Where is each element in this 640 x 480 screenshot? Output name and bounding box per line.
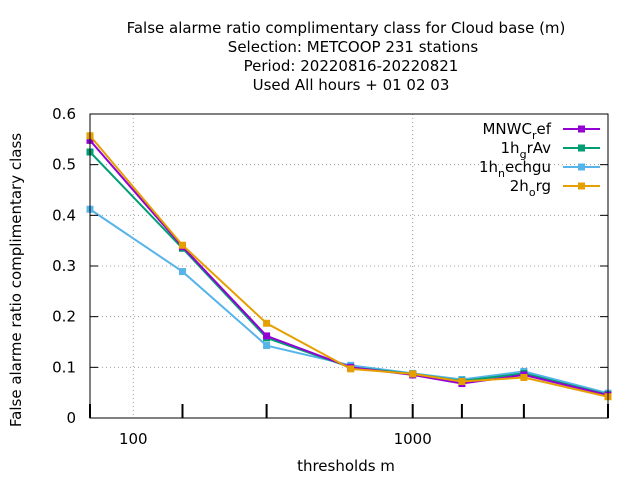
title-line-1: False alarme ratio complimentary class f… [127, 19, 566, 37]
y-tick-label: 0.3 [52, 257, 76, 275]
legend-label: 2horg [510, 177, 551, 199]
series-layer [86, 132, 612, 401]
data-point [263, 319, 271, 327]
data-point [263, 332, 271, 340]
series-line [89, 208, 609, 395]
title-line-3: Period: 20220816-20220821 [244, 57, 459, 75]
y-tick-label: 0.6 [52, 105, 76, 123]
axis-ticks [89, 113, 609, 419]
series-line [89, 135, 609, 398]
series-line [89, 139, 609, 397]
y-tick-label: 0.2 [52, 308, 76, 326]
y-tick-label: 0.4 [52, 206, 76, 224]
legend-label: 1hnechgu [479, 158, 551, 180]
data-point [347, 365, 355, 373]
title-line-4: Used All hours + 01 02 03 [253, 76, 450, 94]
y-axis-label: False alarme ratio complimentary class [7, 133, 25, 427]
legend-label: MNWCref [482, 120, 551, 142]
chart-title: False alarme ratio complimentary class f… [127, 19, 566, 94]
data-point [178, 268, 186, 276]
legend-label: 1hgrAv [501, 139, 552, 161]
grid-lines [90, 114, 608, 418]
data-point [263, 342, 271, 350]
x-tick-label: 1000 [394, 430, 432, 448]
legend-swatch-marker [578, 144, 585, 152]
legend-swatch-marker [578, 182, 585, 190]
title-line-2: Selection: METCOOP 231 stations [228, 38, 479, 56]
tick-labels: 0 0.1 0.2 0.3 0.4 0.5 0.6 100 1000 [52, 105, 432, 448]
x-axis-label: thresholds m [297, 457, 395, 475]
data-point [409, 370, 417, 378]
data-point [520, 373, 528, 381]
x-tick-label: 100 [119, 430, 148, 448]
legend-swatch-marker [578, 125, 585, 133]
y-tick-label: 0 [66, 409, 76, 427]
y-tick-label: 0.5 [52, 156, 76, 174]
legend-swatch-marker [578, 163, 585, 171]
data-point [458, 378, 466, 386]
data-point [178, 241, 186, 249]
y-tick-label: 0.1 [52, 358, 76, 376]
